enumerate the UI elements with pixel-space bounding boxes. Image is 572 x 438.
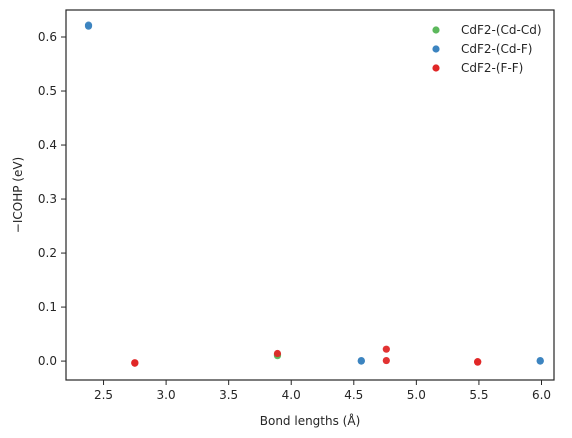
- y-tick-label: 0.4: [38, 138, 57, 152]
- data-point: [84, 22, 93, 30]
- x-axis-label: Bond lengths (Å): [260, 413, 361, 428]
- legend-label: CdF2-(F-F): [461, 61, 523, 75]
- y-axis-ticks: 0.0 0.1 0.2 0.3 0.4 0.5 0.6: [38, 30, 66, 368]
- x-tick-label: 5.5: [469, 388, 488, 402]
- x-tick-label: 3.0: [157, 388, 176, 402]
- data-point: [273, 349, 282, 358]
- y-tick-label: 0.1: [38, 300, 57, 314]
- plot-frame: [65, 9, 555, 381]
- y-tick-label: 0.3: [38, 192, 57, 206]
- legend-label: CdF2-(Cd-Cd): [461, 23, 542, 37]
- legend-marker: [432, 64, 440, 72]
- y-tick-label: 0.5: [38, 84, 57, 98]
- y-axis-label: −ICOHP (eV): [11, 157, 25, 233]
- y-tick-label: 0.2: [38, 246, 57, 260]
- data-point: [382, 356, 390, 365]
- x-tick-label: 5.0: [407, 388, 426, 402]
- data-point: [357, 357, 365, 365]
- x-tick-label: 3.5: [219, 388, 238, 402]
- x-tick-label: 4.5: [344, 388, 363, 402]
- y-tick-label: 0.6: [38, 30, 57, 44]
- x-tick-label: 2.5: [94, 388, 113, 402]
- x-tick-label: 6.0: [532, 388, 551, 402]
- legend-marker: [432, 45, 440, 53]
- data-point: [536, 357, 544, 365]
- y-tick-label: 0.0: [38, 354, 57, 368]
- legend-label: CdF2-(Cd-F): [461, 42, 532, 56]
- data-point: [382, 345, 390, 353]
- x-tick-label: 4.0: [282, 388, 301, 402]
- data-point: [474, 358, 482, 366]
- legend-marker: [432, 26, 440, 34]
- legend: CdF2-(Cd-Cd) CdF2-(Cd-F) CdF2-(F-F): [432, 23, 542, 75]
- data-point: [131, 359, 139, 367]
- x-axis-ticks: 2.5 3.0 3.5 4.0 4.5 5.0 5.5 6.0: [94, 380, 551, 402]
- data-points: [84, 21, 544, 367]
